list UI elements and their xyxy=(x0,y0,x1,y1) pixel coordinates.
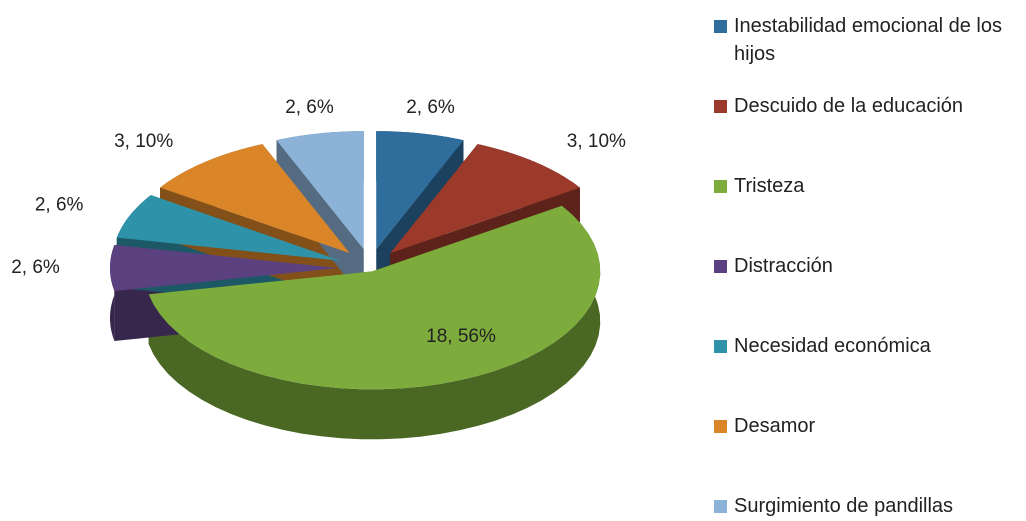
data-label: 3, 10% xyxy=(567,131,626,152)
data-label: 18, 56% xyxy=(426,326,496,347)
legend-item: Descuido de la educación xyxy=(712,92,1022,120)
legend-item: Necesidad económica xyxy=(712,332,1022,360)
slice xyxy=(148,205,601,390)
legend-item: Desamor xyxy=(712,412,1022,440)
legend-label: Inestabilidad emocional de los hijos xyxy=(734,15,1002,65)
legend-swatch xyxy=(714,260,727,273)
legend-item: Distracción xyxy=(712,252,1022,280)
legend-item: Tristeza xyxy=(712,172,1022,200)
data-label: 2, 6% xyxy=(11,257,60,278)
legend-label: Tristeza xyxy=(734,175,805,197)
legend-item: Inestabilidad emocional de los hijos xyxy=(712,12,1022,68)
data-label: 2, 6% xyxy=(35,195,84,216)
legend-label: Surgimiento de pandillas xyxy=(734,495,954,517)
slice xyxy=(390,144,580,254)
slice xyxy=(160,144,350,254)
chart: 2, 6% 3, 10% 18, 56% 2, 6% 2, 6% 3, 10% 2, 6% xyxy=(11,97,626,440)
data-label: 3, 10% xyxy=(114,131,173,152)
legend-swatch xyxy=(714,340,727,353)
legend-swatch xyxy=(714,100,727,113)
legend-swatch xyxy=(714,500,727,513)
slice-side xyxy=(148,205,601,440)
legend-swatch xyxy=(714,180,727,193)
slice xyxy=(376,131,464,250)
legend-swatch xyxy=(714,20,727,33)
legend-label: Distracción xyxy=(734,255,833,277)
data-label: 2, 6% xyxy=(285,97,334,118)
legend-label: Necesidad económica xyxy=(734,335,931,357)
legend-label: Desamor xyxy=(734,415,816,437)
legend-item: Surgimiento de pandillas xyxy=(712,492,1022,520)
data-label: 2, 6% xyxy=(406,97,455,118)
legend-label: Descuido de la educación xyxy=(734,95,964,117)
slice xyxy=(116,195,341,261)
slice xyxy=(276,131,364,250)
legend-swatch xyxy=(714,420,727,433)
slice xyxy=(110,245,338,291)
